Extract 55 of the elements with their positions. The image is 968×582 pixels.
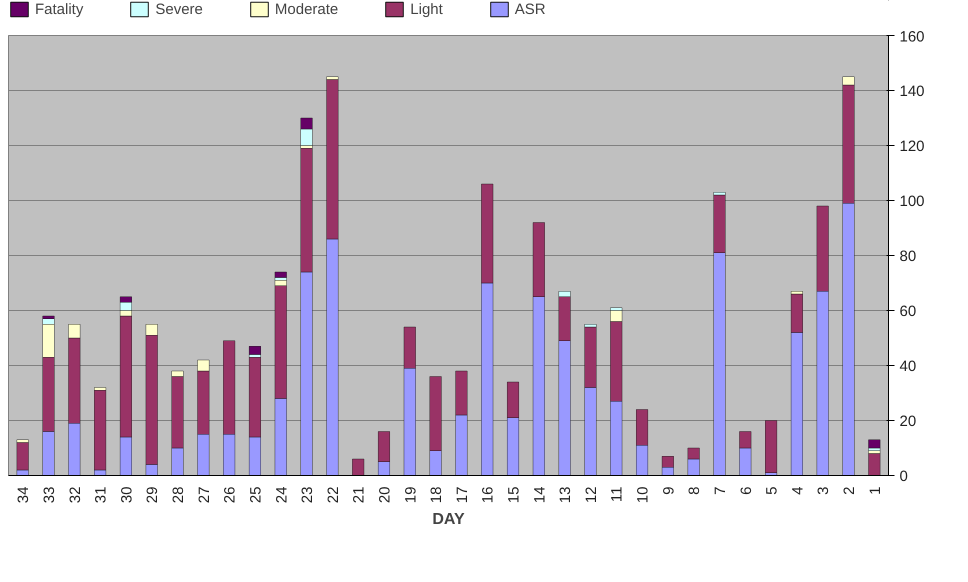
x-tick-label: 27 (196, 486, 213, 504)
legend-label: Severe (155, 0, 203, 18)
bar (868, 453, 880, 476)
legend-label: Light (410, 0, 443, 18)
bar (765, 420, 778, 473)
x-tick-label: 11 (608, 486, 626, 502)
x-tick-label: 34 (15, 486, 32, 504)
x-tick-label: 26 (222, 486, 239, 504)
x-tick-label: 28 (170, 486, 188, 504)
legend-label: ASR (514, 0, 546, 18)
x-tick-label: 2 (841, 486, 858, 495)
x-tick-label: 13 (557, 486, 574, 504)
x-tick-label: 4 (789, 486, 806, 495)
bar (248, 346, 262, 355)
y-tick-label: 160 (900, 28, 925, 46)
x-tick-label: 24 (273, 486, 290, 504)
x-tick-label: 8 (686, 486, 704, 495)
x-tick-label: 1 (866, 486, 884, 495)
x-tick-label: 7 (712, 486, 729, 495)
x-tick-label: 6 (738, 486, 755, 495)
y-tick-label: 80 (900, 248, 916, 265)
x-tick-label: 9 (660, 486, 678, 495)
x-tick-label: 14 (531, 486, 548, 504)
y-tick-label: 100 (900, 193, 925, 210)
x-tick-label: 19 (402, 486, 420, 504)
x-tick-label: 29 (144, 486, 162, 504)
y-tick-label: 40 (900, 358, 916, 375)
legend-label: Fatality (35, 0, 84, 18)
y-tick-label: 140 (900, 83, 925, 100)
y-tick-label: 20 (900, 413, 916, 430)
bar (274, 272, 287, 278)
x-tick-label: 22 (324, 486, 342, 504)
legend-label: Moderate (274, 0, 338, 18)
y-tick-label: 120 (900, 138, 925, 155)
bar (352, 458, 364, 476)
y-tick-label: 0 (900, 468, 908, 485)
x-tick-label: 3 (815, 486, 832, 495)
x-tick-label: 10 (634, 486, 652, 504)
x-tick-label: 12 (582, 486, 600, 504)
x-tick-label: 17 (454, 486, 471, 504)
x-tick-label: 25 (247, 486, 264, 504)
x-tick-label: 30 (118, 486, 136, 504)
x-tick-label: 23 (299, 486, 316, 504)
y-tick-label: 60 (900, 303, 916, 320)
x-tick-label: 16 (480, 486, 497, 504)
x-tick-label: 5 (764, 486, 781, 495)
x-tick-label: 31 (92, 486, 110, 504)
bar (868, 440, 880, 448)
x-tick-label: 21 (350, 486, 368, 504)
x-tick-label: 20 (376, 486, 394, 504)
x-tick-label: 32 (66, 486, 84, 504)
x-axis-title: DAY (432, 511, 465, 528)
x-tick-label: 15 (506, 486, 523, 504)
x-tick-label: 33 (41, 486, 58, 504)
x-tick-label: 18 (428, 486, 446, 504)
